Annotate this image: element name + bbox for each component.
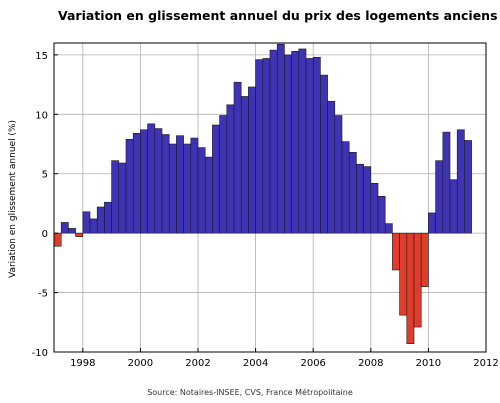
bar	[384, 223, 393, 234]
bar	[406, 232, 415, 344]
bar	[413, 232, 422, 328]
bar	[147, 123, 156, 234]
bar	[161, 134, 170, 234]
bar	[428, 212, 436, 234]
bar	[96, 206, 105, 234]
y-axis-label: Variation en glissement annuel (%)	[8, 120, 18, 278]
x-tick-label: 2002	[185, 358, 210, 369]
bar	[204, 156, 213, 234]
bar	[420, 232, 429, 287]
bar	[219, 115, 228, 234]
bar	[363, 166, 372, 234]
bar	[168, 143, 177, 234]
bar	[449, 179, 458, 234]
bar	[255, 59, 264, 234]
bar	[190, 137, 199, 234]
bar	[284, 54, 292, 234]
bar	[53, 232, 62, 247]
bar	[262, 58, 271, 234]
bar	[456, 129, 465, 234]
ticks: 1998 2000 2002 2004 2006 2008 2010 2012 15 10 5 0 -5…	[32, 51, 499, 369]
bar	[327, 100, 336, 234]
bar	[233, 81, 242, 234]
y-tick-label: -5	[38, 289, 48, 300]
bar	[118, 162, 127, 234]
bar	[82, 211, 91, 234]
y-tick-label: 5	[42, 170, 48, 181]
y-tick-label: 10	[35, 110, 48, 121]
bar	[399, 232, 408, 316]
bar	[464, 140, 472, 234]
bar	[320, 74, 328, 234]
y-tick-label: 0	[42, 229, 48, 240]
bars	[53, 43, 472, 344]
bar	[341, 141, 350, 234]
bar	[132, 133, 141, 234]
bar	[298, 48, 307, 234]
bar	[154, 128, 163, 234]
bar	[60, 222, 69, 234]
bar	[370, 182, 379, 234]
bar	[334, 115, 343, 234]
y-tick-label: -10	[32, 348, 48, 359]
bar	[140, 129, 148, 234]
bar	[75, 232, 84, 238]
bar	[111, 160, 120, 234]
bar	[276, 43, 285, 234]
bar	[435, 160, 444, 234]
bar	[312, 56, 321, 234]
bar	[269, 49, 278, 234]
bar	[442, 131, 451, 234]
x-tick-label: 2010	[416, 358, 441, 369]
chart-title: Variation en glissement annuel du prix d…	[58, 8, 498, 23]
x-tick-label: 2004	[243, 358, 268, 369]
bar	[226, 104, 235, 234]
bar	[348, 152, 357, 234]
x-tick-label: 2000	[128, 358, 153, 369]
bar	[377, 196, 386, 234]
bar	[248, 86, 256, 234]
bar	[176, 135, 184, 234]
bar	[356, 163, 364, 234]
plot-frame	[53, 42, 487, 353]
bar	[68, 228, 76, 234]
bar	[197, 147, 206, 234]
bar	[89, 218, 98, 234]
bar	[392, 232, 400, 271]
source-note: Source: Notaires-INSEE, CVS, France Métr…	[147, 388, 353, 397]
bar	[104, 201, 112, 234]
bar	[183, 143, 192, 234]
x-tick-label: 1998	[70, 358, 95, 369]
x-tick-label: 2008	[358, 358, 383, 369]
bar	[125, 138, 134, 234]
x-tick-label: 2006	[300, 358, 325, 369]
bar	[240, 96, 249, 234]
bar	[212, 124, 220, 234]
bar	[305, 58, 314, 234]
y-tick-label: 15	[35, 51, 48, 62]
x-tick-label: 2012	[473, 358, 498, 369]
bar	[291, 51, 300, 234]
